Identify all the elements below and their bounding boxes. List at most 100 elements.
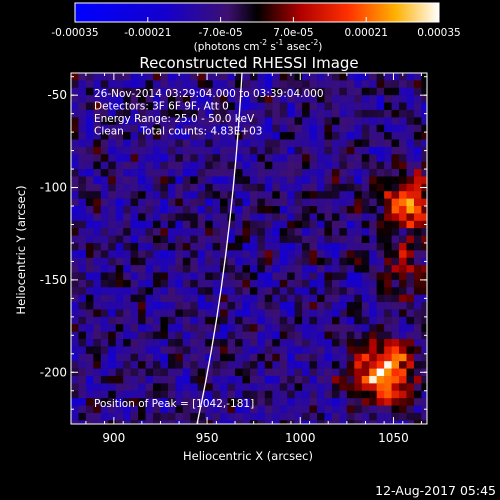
heatmap-pixel: [346, 228, 355, 236]
heatmap-pixel: [153, 309, 161, 318]
heatmap-pixel: [249, 353, 258, 362]
heatmap-pixel: [71, 132, 79, 140]
heatmap-pixel: [346, 102, 355, 111]
heatmap-pixel: [317, 80, 325, 89]
heatmap-pixel: [145, 361, 154, 369]
heatmap-pixel: [257, 109, 266, 118]
heatmap-pixel: [346, 368, 355, 377]
heatmap-pixel: [108, 146, 117, 155]
heatmap-pixel: [324, 102, 333, 111]
heatmap-pixel: [339, 73, 348, 81]
heatmap-pixel: [182, 176, 191, 185]
heatmap-pixel: [242, 309, 251, 318]
heatmap-pixel: [302, 73, 310, 81]
heatmap-pixel: [227, 228, 236, 236]
heatmap-pixel: [376, 398, 385, 406]
heatmap-pixel: [376, 316, 385, 325]
heatmap-pixel: [391, 235, 400, 244]
heatmap-pixel: [71, 412, 79, 421]
heatmap-pixel: [160, 206, 169, 214]
heatmap-pixel: [100, 183, 109, 192]
heatmap-pixel: [93, 213, 102, 222]
heatmap-pixel: [123, 220, 131, 229]
heatmap-pixel: [85, 287, 94, 295]
heatmap-pixel: [376, 109, 385, 118]
heatmap-pixel: [354, 73, 363, 81]
heatmap-pixel: [272, 294, 281, 303]
heatmap-pixel: [249, 176, 258, 185]
heatmap-pixel: [272, 228, 281, 236]
heatmap-pixel: [264, 257, 273, 266]
heatmap-pixel: [369, 287, 377, 295]
heatmap-pixel: [175, 294, 184, 303]
heatmap-pixel: [324, 176, 333, 185]
heatmap-pixel: [272, 257, 281, 266]
heatmap-pixel: [257, 242, 266, 251]
heatmap-pixel: [190, 206, 199, 214]
heatmap-pixel: [257, 95, 266, 103]
heatmap-pixel: [317, 220, 325, 229]
heatmap-pixel: [227, 368, 236, 377]
heatmap-pixel: [339, 183, 348, 192]
heatmap-pixel: [100, 383, 109, 392]
heatmap-pixel: [167, 161, 176, 170]
heatmap-pixel: [205, 279, 213, 288]
heatmap-pixel: [309, 228, 318, 236]
heatmap-pixel: [242, 250, 251, 259]
heatmap-pixel: [272, 346, 281, 355]
heatmap-pixel: [354, 331, 363, 340]
heatmap-pixel: [376, 146, 385, 155]
heatmap-pixel: [339, 353, 348, 362]
heatmap-pixel: [413, 198, 422, 207]
heatmap-pixel: [115, 228, 124, 236]
heatmap-pixel: [123, 346, 131, 355]
heatmap-pixel: [138, 102, 146, 111]
heatmap-pixel: [235, 346, 243, 355]
heatmap-pixel: [272, 302, 281, 310]
heatmap-pixel: [235, 176, 243, 185]
heatmap-pixel: [391, 161, 400, 170]
heatmap-pixel: [346, 87, 355, 96]
heatmap-pixel: [421, 95, 427, 103]
heatmap-pixel: [413, 302, 422, 310]
heatmap-pixel: [421, 117, 427, 126]
heatmap-pixel: [190, 272, 199, 281]
heatmap-pixel: [108, 95, 117, 103]
heatmap-pixel: [100, 87, 109, 96]
heatmap-pixel: [413, 73, 422, 81]
heatmap-pixel: [123, 309, 131, 318]
heatmap-pixel: [376, 242, 385, 251]
heatmap-pixel: [272, 95, 281, 103]
heatmap-pixel: [406, 169, 415, 177]
heatmap-pixel: [391, 420, 400, 424]
heatmap-pixel: [272, 272, 281, 281]
heatmap-pixel: [302, 294, 310, 303]
heatmap-pixel: [391, 339, 400, 347]
heatmap-pixel: [167, 309, 176, 318]
heatmap-pixel: [242, 87, 251, 96]
heatmap-pixel: [391, 80, 400, 89]
heatmap-pixel: [376, 257, 385, 266]
heatmap-pixel: [331, 87, 340, 96]
heatmap-pixel: [272, 146, 281, 155]
heatmap-pixel: [85, 405, 94, 414]
heatmap-pixel: [361, 353, 370, 362]
heatmap-pixel: [190, 339, 199, 347]
heatmap-pixel: [115, 353, 124, 362]
heatmap-pixel: [123, 390, 131, 399]
heatmap-pixel: [108, 257, 117, 266]
heatmap-pixel: [369, 73, 377, 81]
heatmap-pixel: [212, 109, 221, 118]
heatmap-pixel: [145, 154, 154, 162]
heatmap-pixel: [160, 375, 169, 384]
heatmap-pixel: [167, 287, 176, 295]
heatmap-pixel: [339, 272, 348, 281]
heatmap-pixel: [197, 132, 206, 140]
heatmap-pixel: [100, 265, 109, 273]
heatmap-pixel: [249, 412, 258, 421]
heatmap-pixel: [413, 405, 422, 414]
heatmap-pixel: [227, 346, 236, 355]
heatmap-pixel: [235, 73, 243, 81]
heatmap-pixel: [279, 279, 288, 288]
heatmap-pixel: [108, 294, 117, 303]
